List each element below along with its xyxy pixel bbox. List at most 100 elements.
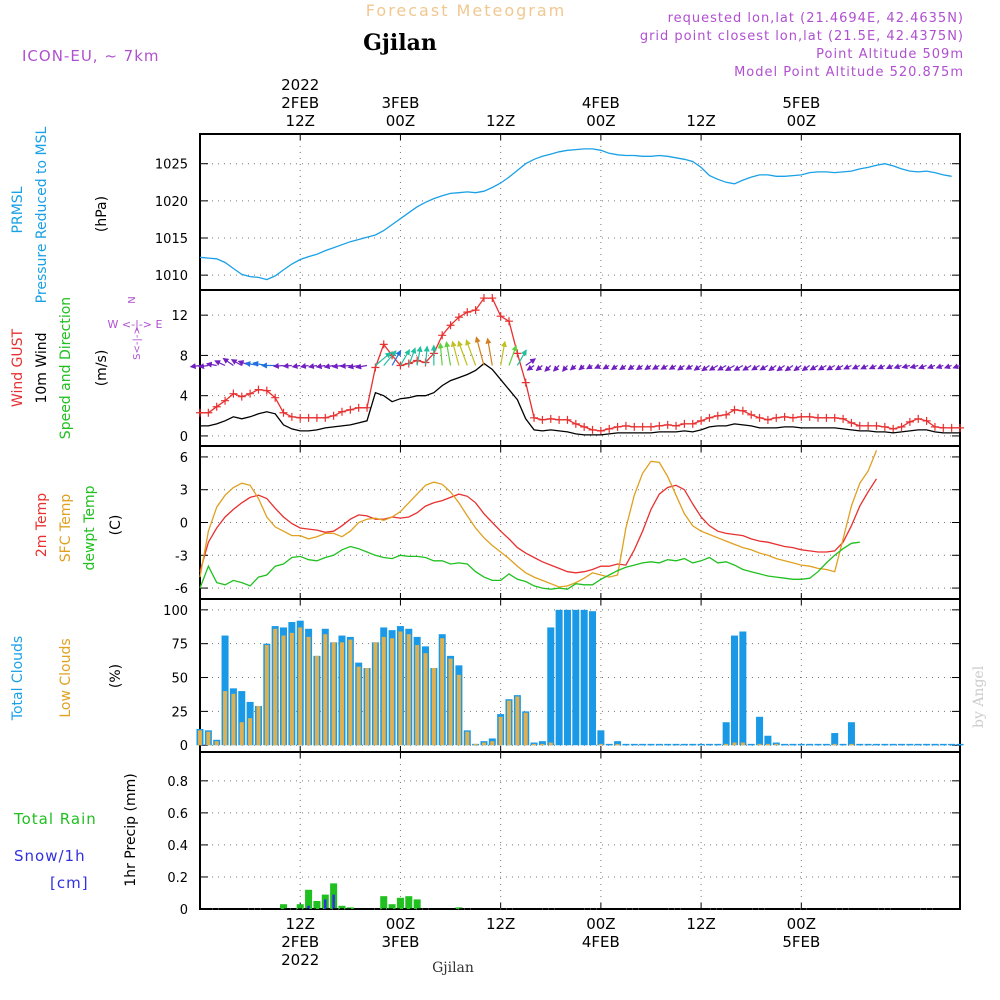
- gust-marker: [638, 422, 647, 431]
- gust-marker: [237, 392, 246, 401]
- gust-marker: [354, 403, 363, 412]
- low-cloud-bar: [214, 741, 219, 746]
- wind-arrow: [776, 364, 785, 372]
- low-cloud-bar: [273, 628, 278, 746]
- gust-marker: [505, 317, 514, 326]
- total-cloud-bar: [622, 743, 630, 746]
- gust-marker: [530, 413, 539, 422]
- gust-marker: [588, 425, 597, 434]
- gust-marker: [287, 412, 296, 421]
- low-cloud-bar: [615, 743, 620, 746]
- total-cloud-bar: [864, 743, 872, 746]
- wind-arrow: [901, 363, 911, 370]
- low-cloud-bar: [740, 742, 745, 746]
- top-time-label: 2FEB: [281, 94, 319, 112]
- low-cloud-bar: [724, 743, 729, 746]
- low-cloud-bar: [264, 645, 269, 746]
- rain-bar: [305, 889, 313, 909]
- wind-arrow: [562, 365, 569, 372]
- gust-marker: [546, 414, 555, 423]
- low-cloud-bar: [239, 722, 244, 746]
- wind-arrow: [602, 363, 610, 370]
- wind-arrow: [768, 364, 777, 372]
- gust-marker: [596, 426, 605, 435]
- total-cloud-bar: [889, 743, 897, 746]
- rain-bar: [405, 896, 413, 909]
- low-cloud-bar: [765, 743, 770, 746]
- wind-arrow: [526, 364, 535, 371]
- top-time-label: 00Z: [586, 112, 615, 130]
- low-cloud-bar: [423, 653, 428, 746]
- gust-marker: [279, 408, 288, 417]
- low-cloud-bar: [532, 743, 537, 746]
- total-cloud-bar: [689, 743, 697, 746]
- wind-arrow: [437, 342, 444, 366]
- wind-arrow: [610, 364, 618, 371]
- ytick-label: 1010: [155, 269, 188, 284]
- wind-arrow: [834, 364, 844, 371]
- rain-bar: [296, 904, 304, 909]
- total-cloud-bar: [238, 691, 246, 746]
- bottom-time-label: 2FEB: [281, 933, 319, 951]
- gust-marker: [763, 415, 772, 424]
- gust-marker: [312, 413, 321, 422]
- gust-marker: [680, 419, 689, 428]
- rain-bar: [396, 897, 404, 909]
- low-cloud-bar: [281, 635, 286, 746]
- gust-marker: [262, 386, 271, 395]
- gust-marker: [797, 412, 806, 421]
- top-time-label: 12Z: [686, 112, 715, 130]
- low-cloud-bar: [373, 642, 378, 746]
- total-cloud-bar: [747, 743, 755, 746]
- wind-arrow: [525, 358, 537, 366]
- total-cloud-bar: [672, 743, 680, 746]
- low-cloud-bar: [314, 655, 319, 746]
- wind-arrow: [809, 364, 819, 371]
- grid-point-coords: grid point closest lon,lat (21.5E, 42.43…: [640, 29, 964, 44]
- ytick-label: 0.2: [167, 871, 188, 886]
- ytick-label: 25: [171, 705, 188, 720]
- top-time-label: 3FEB: [381, 94, 419, 112]
- wind-arrow: [909, 363, 919, 370]
- gust-marker: [814, 413, 823, 422]
- low-cloud-bar: [289, 632, 294, 746]
- wind-arrow: [552, 365, 560, 372]
- wind-arrow: [465, 339, 477, 366]
- ytick-label: 100: [163, 604, 188, 619]
- total-cloud-bar: [814, 743, 822, 746]
- gust-marker: [730, 405, 739, 414]
- gust-marker: [780, 412, 789, 421]
- total-cloud-bar: [664, 743, 672, 746]
- wind-arrow: [685, 364, 694, 370]
- total-cloud-bar: [739, 631, 747, 746]
- low-cloud-bar: [256, 705, 261, 746]
- top-time-label: 00Z: [787, 112, 816, 130]
- wind-arrow: [751, 364, 760, 371]
- gust-marker: [914, 414, 923, 423]
- gust-marker: [479, 294, 488, 303]
- series-sfc-temp: [199, 450, 878, 588]
- gust-marker: [646, 422, 655, 431]
- wind-arrow: [693, 364, 702, 371]
- total-cloud-bar: [806, 743, 814, 746]
- low-cloud-bar: [598, 743, 603, 746]
- low-cloud-bar: [448, 658, 453, 746]
- wind-arrow: [877, 363, 886, 370]
- t2m-label: 2m Temp: [34, 493, 50, 557]
- wind-arrow: [383, 350, 397, 366]
- wind-arrow: [307, 363, 318, 369]
- gust-marker: [329, 411, 338, 420]
- low-cloud-bar: [306, 636, 311, 746]
- wind-arrow: [500, 340, 507, 366]
- gust-marker: [956, 423, 964, 432]
- gust-marker: [454, 313, 463, 322]
- wind-arrow: [677, 364, 685, 371]
- ytick-label: 6: [180, 451, 188, 466]
- snow-bar: [307, 905, 310, 909]
- wind-arrow: [516, 349, 527, 366]
- total-cloud-bar: [714, 743, 722, 746]
- snow-label: Snow/1h: [14, 847, 86, 865]
- gust-marker: [939, 423, 948, 432]
- ytick-label: 0: [180, 903, 188, 918]
- gust-marker: [254, 385, 263, 394]
